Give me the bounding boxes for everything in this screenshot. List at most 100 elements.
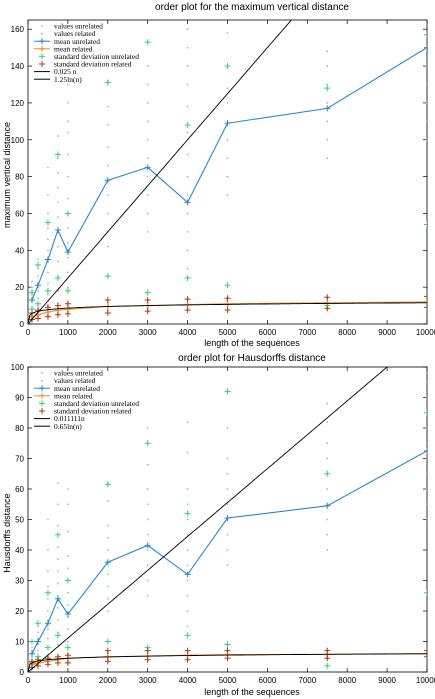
std-dev-marker	[144, 308, 151, 315]
value-dot	[57, 172, 59, 174]
value-dot	[57, 503, 59, 506]
std-dev-marker	[184, 510, 191, 517]
y-tick-label: 20	[15, 283, 24, 292]
std-dev-marker	[144, 440, 151, 447]
value-dot	[146, 579, 149, 582]
std-dev-marker	[28, 289, 35, 296]
value-dot	[57, 135, 59, 137]
legend-label: values related	[54, 376, 96, 385]
x-tick-label: 8000	[338, 328, 356, 337]
y-tick-label: 90	[15, 394, 24, 403]
mean-point	[184, 199, 191, 206]
std-dev-marker	[224, 647, 231, 654]
mean-line	[31, 47, 427, 301]
std-dev-marker	[144, 647, 151, 654]
value-dot	[146, 138, 149, 141]
y-tick-label: 40	[15, 546, 24, 555]
value-dot	[57, 558, 59, 561]
legend-item: 0.011111n	[34, 414, 85, 423]
value-dot	[186, 267, 189, 270]
value-dot	[186, 83, 189, 86]
y-axis-label: maximum vertical distance	[2, 122, 12, 228]
value-dot	[186, 451, 189, 454]
value-dot	[426, 427, 427, 429]
legend-item: 1.25ln(n)	[34, 75, 82, 84]
y-tick-label: 140	[11, 62, 25, 71]
value-dot	[57, 546, 59, 548]
std-dev-marker	[44, 655, 51, 662]
mean-point	[224, 300, 231, 307]
mean-point	[64, 611, 71, 618]
value-dot	[186, 625, 189, 628]
value-dot	[426, 503, 427, 506]
x-tick-label: 8000	[338, 676, 356, 685]
y-tick-label: 160	[11, 25, 25, 34]
std-dev-marker	[324, 470, 331, 477]
mean-point	[54, 227, 61, 234]
value-dot	[326, 157, 329, 160]
legend-label: values unrelated	[54, 22, 103, 31]
reference-curve	[28, 20, 292, 324]
x-axis-label: length of the sequences	[204, 338, 300, 348]
x-tick-label: 2000	[99, 328, 117, 337]
value-dot	[146, 503, 149, 506]
value-dot	[57, 619, 59, 622]
y-tick-label: 60	[15, 485, 24, 494]
value-dot	[426, 102, 427, 104]
value-dot	[186, 488, 189, 490]
value-dot	[326, 518, 329, 521]
value-dot	[426, 22, 427, 25]
value-dot	[146, 102, 149, 104]
value-dot	[186, 518, 189, 521]
value-dot	[226, 564, 229, 567]
value-dot	[67, 271, 69, 274]
std-dev-marker	[104, 658, 111, 665]
value-dot	[47, 249, 49, 252]
std-dev-marker	[64, 577, 71, 584]
std-dev-marker	[34, 656, 41, 663]
mean-point	[424, 44, 427, 51]
legend-label: 0.011111n	[54, 414, 85, 423]
value-dot	[57, 643, 59, 646]
value-dot	[326, 457, 329, 460]
value-dot	[226, 488, 229, 490]
value-dot	[186, 533, 189, 536]
value-dot	[426, 372, 427, 374]
value-dot	[226, 503, 229, 506]
legend-item: 0.65ln(n)	[34, 422, 82, 431]
legend-label: 0.65ln(n)	[54, 422, 82, 431]
std-dev-marker	[424, 293, 427, 300]
legend-label: standard deviation unrelated	[54, 52, 139, 61]
value-dot	[326, 421, 329, 423]
value-dot	[226, 472, 229, 475]
value-dot	[226, 31, 229, 34]
std-dev-marker	[104, 309, 111, 316]
value-dot	[426, 381, 427, 384]
legend-label: 0.025 n	[54, 67, 77, 76]
value-dot	[47, 194, 49, 196]
value-dot	[57, 482, 59, 484]
std-dev-marker	[224, 655, 231, 662]
mean-line	[31, 450, 427, 654]
value-dot	[186, 610, 189, 612]
value-dot	[37, 275, 39, 277]
std-dev-marker	[54, 274, 61, 281]
legend-label: 1.25ln(n)	[54, 75, 82, 84]
std-dev-marker	[104, 481, 111, 488]
y-tick-label: 80	[15, 173, 24, 182]
std-dev-marker	[144, 289, 151, 296]
chart-hausdorff-distance: order plot for Hausdorffs distance Hausd…	[2, 353, 435, 697]
value-dot	[47, 212, 49, 215]
value-dot	[57, 157, 59, 160]
value-dot	[67, 488, 69, 490]
value-dot	[226, 175, 229, 178]
std-dev-marker	[184, 122, 191, 129]
std-dev-marker	[28, 638, 35, 645]
value-dot	[47, 585, 49, 588]
mean-point	[324, 105, 331, 112]
x-tick-label: 7000	[298, 328, 316, 337]
value-dot	[226, 549, 229, 551]
x-tick-label: 9000	[378, 676, 396, 685]
value-dot	[146, 212, 149, 215]
